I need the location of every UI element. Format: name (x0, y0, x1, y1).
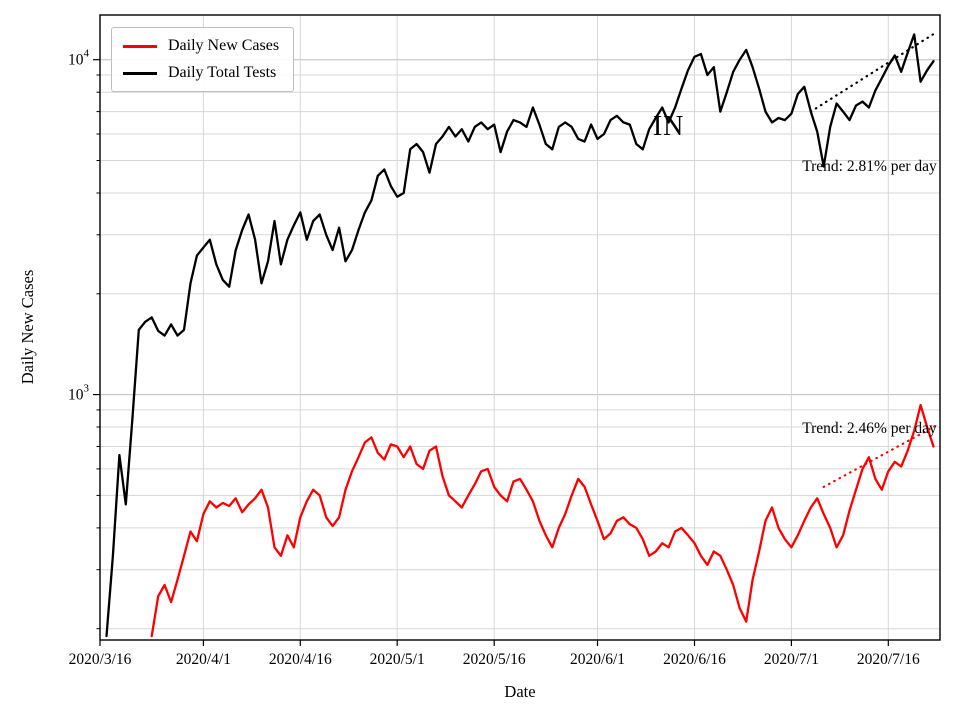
legend-item-daily-new-cases: Daily New Cases (123, 38, 279, 54)
legend-label-daily-total-tests: Daily Total Tests (168, 64, 277, 81)
x-tick-label: 2020/4/1 (176, 651, 231, 668)
y-axis-label: Daily New Cases (18, 269, 37, 385)
cases-trend-dotted-line (822, 424, 938, 488)
legend-label-daily-new-cases: Daily New Cases (168, 37, 280, 54)
x-tick-label: 2020/6/1 (570, 651, 625, 668)
legend-item-daily-total-tests: Daily Total Tests (123, 65, 279, 81)
x-tick-label: 2020/5/1 (370, 651, 425, 668)
red-line-swatch-icon (123, 44, 157, 48)
x-tick-label: 2020/3/16 (69, 651, 132, 668)
y-tick-label: 104 (68, 48, 90, 69)
cases-trend-label: Trend: 2.46% per day (802, 419, 937, 437)
x-tick-label: 2020/4/16 (269, 651, 332, 668)
x-tick-label: 2020/5/16 (463, 651, 526, 668)
state-code-annotation: IN (652, 110, 685, 142)
x-tick-label: 2020/7/1 (764, 651, 819, 668)
x-tick-label: 2020/6/16 (663, 651, 726, 668)
y-tick-label: 103 (68, 383, 90, 404)
tests-trend-dotted-line (809, 30, 938, 113)
tests-trend-label: Trend: 2.81% per day (802, 157, 937, 175)
x-tick-label: 2020/7/16 (857, 651, 920, 668)
legend: Daily New Cases Daily Total Tests (111, 27, 295, 92)
axes-frame (99, 14, 941, 641)
x-axis-label: Date (504, 682, 536, 701)
daily-total-tests-line (105, 33, 935, 638)
daily-new-cases-line (150, 403, 935, 638)
black-line-swatch-icon (123, 71, 157, 75)
